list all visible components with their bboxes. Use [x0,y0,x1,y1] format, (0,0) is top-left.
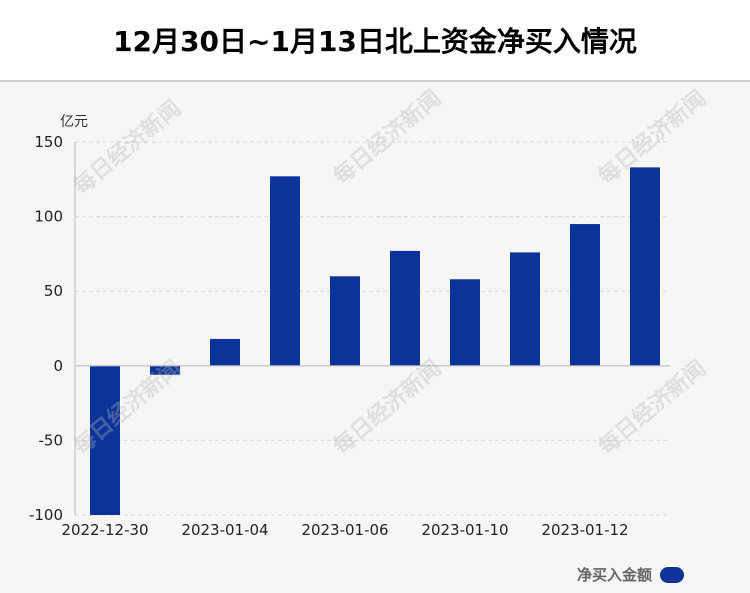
chart-title: 12月30日~1月13日北上资金净买入情况 [0,0,750,80]
x-tick-label: 2023-01-06 [301,521,388,539]
bar [450,279,480,366]
y-tick-label: -50 [39,431,64,449]
bar [570,224,600,366]
y-tick-label: 150 [34,133,63,151]
bar [90,365,120,515]
title-divider [0,80,750,82]
x-tick-label: 2023-01-04 [181,521,268,539]
x-tick-label: 2023-01-12 [541,521,628,539]
y-tick-label: 0 [53,357,63,375]
chart-area: 亿元 150 100 50 0 -50 -100 2022-12-30 2023-01-04 20… [0,82,750,593]
x-tick-label: 2023-01-10 [421,521,508,539]
bar [630,167,660,366]
legend-swatch [660,566,684,583]
legend: 净买入金额 [577,564,684,585]
bar [150,365,180,375]
y-axis-unit-label: 亿元 [60,114,88,130]
y-tick-label: 100 [34,208,63,226]
x-tick-label: 2022-12-30 [61,521,148,539]
bar [270,176,300,366]
bar [390,250,420,366]
legend-label: 净买入金额 [576,566,652,584]
bar [330,276,360,366]
y-tick-label: -100 [29,506,63,524]
bar [510,252,540,366]
y-tick-label: 50 [44,282,63,300]
bar [210,338,240,366]
